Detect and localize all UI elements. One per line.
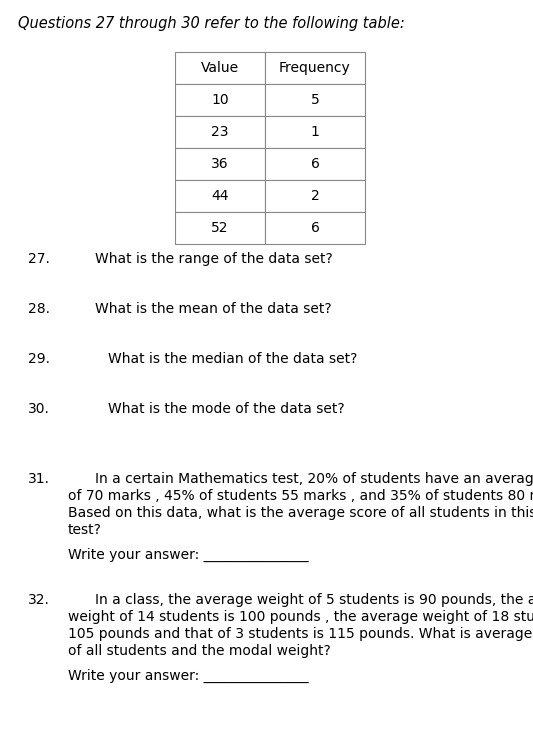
Bar [175, 148, 265, 180]
Text: 6: 6 [311, 157, 319, 171]
Text: Based on this data, what is the average score of all students in this Math: Based on this data, what is the average … [68, 506, 533, 520]
Text: Questions 27 through 30 refer to the following table:: Questions 27 through 30 refer to the fol… [18, 16, 405, 31]
Text: Value: Value [201, 61, 239, 75]
Bar [265, 116, 365, 148]
Text: 23: 23 [211, 125, 229, 139]
Text: What is the mode of the data set?: What is the mode of the data set? [108, 402, 345, 416]
Text: 52: 52 [211, 221, 229, 235]
Text: 31.: 31. [28, 472, 50, 486]
Text: What is the range of the data set?: What is the range of the data set? [95, 252, 333, 266]
Text: 28.: 28. [28, 302, 50, 316]
Text: What is the median of the data set?: What is the median of the data set? [108, 352, 357, 366]
Text: 10: 10 [211, 93, 229, 107]
Text: In a certain Mathematics test, 20% of students have an average score: In a certain Mathematics test, 20% of st… [95, 472, 533, 486]
Text: 1: 1 [311, 125, 319, 139]
Bar [175, 212, 265, 244]
Text: 27.: 27. [28, 252, 50, 266]
Bar [265, 180, 365, 212]
Text: test?: test? [68, 523, 102, 537]
Bar [265, 84, 365, 116]
Bar [175, 116, 265, 148]
Text: Frequency: Frequency [279, 61, 351, 75]
Bar [265, 212, 365, 244]
Bar [175, 52, 265, 84]
Bar [265, 148, 365, 180]
Bar [265, 52, 365, 84]
Text: 44: 44 [211, 189, 229, 203]
Text: Write your answer: _______________: Write your answer: _______________ [68, 548, 309, 562]
Text: In a class, the average weight of 5 students is 90 pounds, the average: In a class, the average weight of 5 stud… [95, 593, 533, 607]
Text: 2: 2 [311, 189, 319, 203]
Bar [175, 84, 265, 116]
Text: 105 pounds and that of 3 students is 115 pounds. What is average weight: 105 pounds and that of 3 students is 115… [68, 627, 533, 641]
Text: 32.: 32. [28, 593, 50, 607]
Text: 29.: 29. [28, 352, 50, 366]
Text: 5: 5 [311, 93, 319, 107]
Text: of 70 marks , 45% of students 55 marks , and 35% of students 80 marks.: of 70 marks , 45% of students 55 marks ,… [68, 489, 533, 503]
Text: What is the mean of the data set?: What is the mean of the data set? [95, 302, 332, 316]
Text: 36: 36 [211, 157, 229, 171]
Bar [175, 180, 265, 212]
Text: 30.: 30. [28, 402, 50, 416]
Text: of all students and the modal weight?: of all students and the modal weight? [68, 644, 331, 658]
Text: weight of 14 students is 100 pounds , the average weight of 18 students is: weight of 14 students is 100 pounds , th… [68, 610, 533, 624]
Text: 6: 6 [311, 221, 319, 235]
Text: Write your answer: _______________: Write your answer: _______________ [68, 669, 309, 683]
